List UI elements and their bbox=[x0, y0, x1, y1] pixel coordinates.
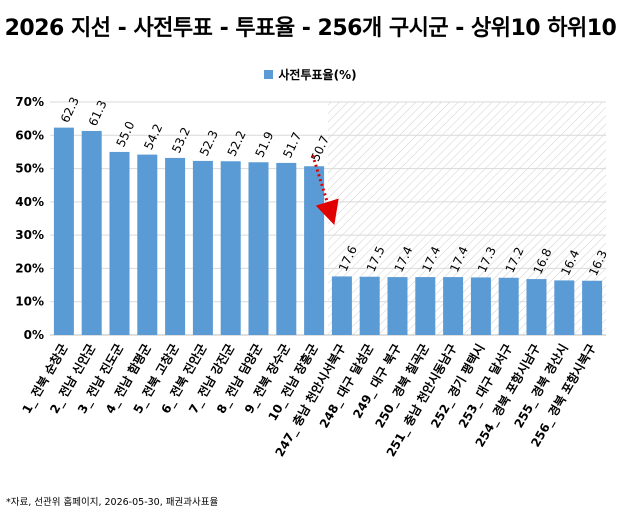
bar bbox=[443, 277, 464, 335]
bar bbox=[582, 280, 603, 335]
y-tick-label: 50% bbox=[15, 162, 44, 176]
bar bbox=[137, 154, 158, 335]
bar bbox=[359, 276, 380, 335]
bar bbox=[526, 279, 547, 335]
bar bbox=[331, 276, 352, 335]
bar bbox=[415, 277, 436, 335]
bar bbox=[470, 277, 491, 335]
bar bbox=[165, 157, 186, 335]
trend-arrow bbox=[311, 154, 339, 225]
data-label: 54.2 bbox=[141, 122, 165, 152]
y-tick-label: 20% bbox=[15, 261, 44, 275]
bar bbox=[387, 277, 408, 335]
bar bbox=[498, 277, 519, 335]
legend-swatch bbox=[264, 70, 274, 79]
bar bbox=[248, 162, 269, 335]
chart-title: 2026 지선 - 사전투표 - 투표율 - 256개 구시군 - 상위10 하… bbox=[4, 16, 617, 41]
bar bbox=[109, 151, 130, 335]
bar bbox=[220, 161, 241, 335]
bar bbox=[276, 162, 297, 335]
data-label: 62.3 bbox=[58, 95, 82, 125]
y-tick-label: 60% bbox=[15, 128, 44, 142]
y-tick-label: 10% bbox=[15, 295, 44, 309]
data-label: 51.7 bbox=[280, 130, 304, 160]
data-label: 52.2 bbox=[225, 128, 249, 158]
bar bbox=[554, 280, 575, 335]
legend: 사전투표율(%) bbox=[0, 66, 621, 83]
data-label: 61.3 bbox=[86, 98, 110, 128]
bar bbox=[81, 130, 102, 335]
y-tick-label: 30% bbox=[15, 228, 44, 242]
data-label: 53.2 bbox=[169, 125, 193, 155]
data-label: 55.0 bbox=[114, 119, 138, 149]
y-tick-label: 40% bbox=[15, 195, 44, 209]
y-tick-label: 70% bbox=[15, 95, 44, 109]
footnote: *자료, 선관위 홈페이지, 2026-05-30, 패권과사표율 bbox=[6, 497, 219, 508]
y-tick-label: 0% bbox=[24, 328, 44, 342]
bar bbox=[53, 127, 74, 335]
bar bbox=[192, 160, 213, 335]
bar bbox=[304, 166, 325, 335]
data-label: 52.3 bbox=[197, 128, 221, 158]
legend-label: 사전투표율(%) bbox=[278, 68, 357, 82]
data-label: 51.9 bbox=[253, 129, 277, 159]
